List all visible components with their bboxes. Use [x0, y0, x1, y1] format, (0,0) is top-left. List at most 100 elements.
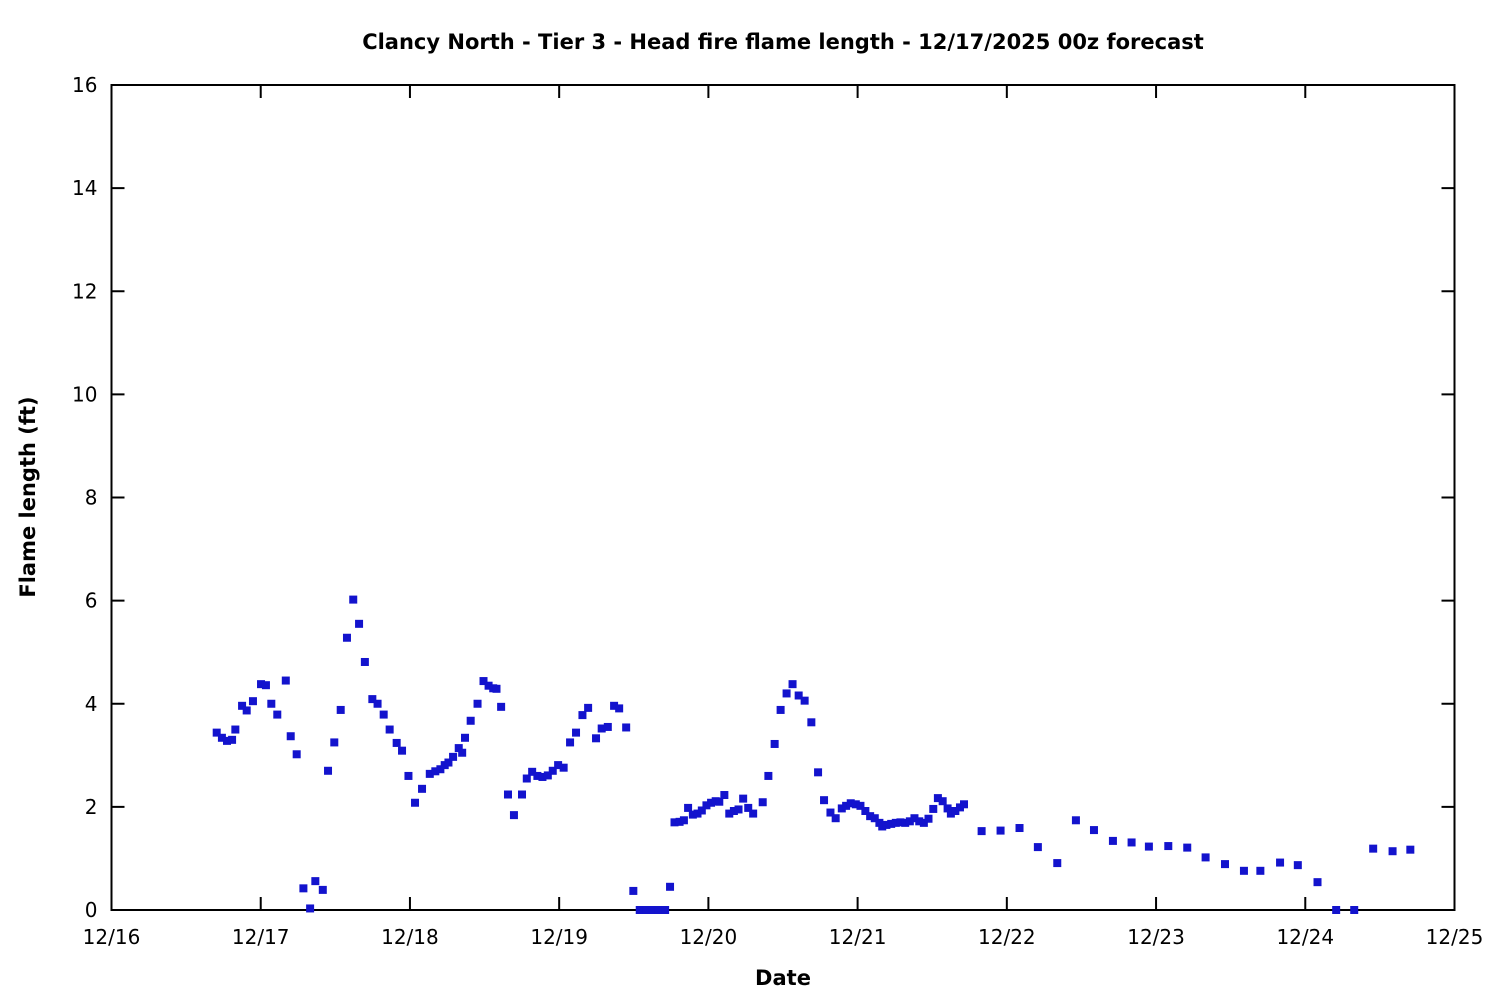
- data-point: [915, 817, 924, 826]
- data-point: [484, 681, 493, 690]
- x-tick-label: 12/25: [1426, 925, 1484, 949]
- data-point: [887, 819, 896, 828]
- y-tick-label: 2: [85, 795, 98, 819]
- data-point: [960, 800, 969, 809]
- data-point: [336, 705, 345, 714]
- data-point: [404, 771, 413, 780]
- data-point: [566, 738, 575, 747]
- data-point: [1089, 826, 1098, 835]
- data-point: [1332, 906, 1341, 914]
- data-point: [572, 728, 581, 737]
- data-point: [955, 803, 964, 812]
- data-point: [697, 806, 706, 815]
- data-point: [543, 771, 552, 780]
- data-point: [411, 798, 420, 807]
- data-point: [349, 595, 358, 604]
- x-tick-label: 12/20: [680, 925, 738, 949]
- data-point: [837, 804, 846, 813]
- data-point: [635, 906, 644, 914]
- data-point: [398, 746, 407, 755]
- data-point: [479, 677, 488, 686]
- data-point: [866, 812, 875, 821]
- data-point: [720, 791, 729, 800]
- data-point: [764, 771, 773, 780]
- data-point: [1127, 838, 1136, 847]
- data-point: [355, 619, 364, 628]
- data-point: [977, 827, 986, 836]
- data-point: [492, 684, 501, 693]
- data-point: [891, 818, 900, 827]
- data-point: [292, 750, 301, 759]
- x-tick-label: 12/23: [1127, 925, 1185, 949]
- data-point: [1071, 816, 1080, 825]
- x-tick-label: 12/22: [978, 925, 1036, 949]
- data-point: [675, 817, 684, 826]
- data-point: [518, 790, 527, 799]
- data-point: [1183, 843, 1192, 852]
- data-point: [458, 748, 467, 757]
- data-point: [425, 769, 434, 778]
- data-point: [603, 722, 612, 731]
- data-point: [729, 807, 738, 815]
- data-point: [933, 794, 942, 803]
- data-point: [299, 884, 308, 893]
- data-point: [856, 801, 865, 810]
- data-point: [870, 814, 879, 823]
- data-point: [1053, 859, 1062, 868]
- data-point: [1239, 866, 1248, 875]
- data-point: [217, 733, 226, 742]
- data-point: [943, 804, 952, 813]
- data-point: [807, 718, 816, 727]
- data-point: [436, 765, 445, 774]
- data-point: [1369, 844, 1378, 853]
- data-point: [610, 701, 619, 710]
- data-point: [794, 691, 803, 700]
- data-point: [924, 814, 933, 823]
- data-point: [1276, 858, 1285, 867]
- data-point: [392, 738, 401, 747]
- data-point: [661, 906, 670, 914]
- data-point: [734, 805, 743, 814]
- data-point: [666, 882, 675, 891]
- data-point: [306, 904, 315, 913]
- data-point: [444, 758, 453, 767]
- data-point: [1164, 842, 1173, 851]
- data-point: [776, 705, 785, 714]
- data-point: [693, 809, 702, 818]
- data-point: [1015, 824, 1024, 833]
- data-point: [454, 744, 463, 753]
- data-point: [1256, 866, 1265, 875]
- data-point: [1350, 906, 1359, 914]
- data-point: [679, 816, 688, 825]
- data-point: [1313, 878, 1322, 887]
- data-point: [330, 738, 339, 747]
- data-point: [1406, 845, 1415, 854]
- data-point: [739, 794, 748, 803]
- data-point: [725, 809, 734, 818]
- data-point: [324, 766, 333, 775]
- y-tick-label: 10: [72, 382, 97, 406]
- data-point: [248, 697, 257, 706]
- data-point: [257, 680, 266, 689]
- data-point: [528, 767, 537, 776]
- data-point: [578, 711, 587, 720]
- data-point: [648, 906, 657, 914]
- data-point: [473, 699, 482, 708]
- data-point: [286, 732, 295, 741]
- data-point: [379, 710, 388, 719]
- data-point: [929, 804, 938, 813]
- data-point: [951, 807, 960, 815]
- data-point: [831, 814, 840, 823]
- y-tick-label: 16: [72, 73, 97, 97]
- data-point: [788, 680, 797, 689]
- y-tick-label: 4: [85, 692, 98, 716]
- data-point: [1144, 842, 1153, 851]
- data-point: [597, 724, 606, 733]
- y-tick-label: 6: [85, 589, 98, 613]
- data-point: [342, 633, 351, 642]
- data-point: [584, 703, 593, 712]
- data-point: [629, 886, 638, 895]
- y-tick-label: 0: [85, 898, 98, 922]
